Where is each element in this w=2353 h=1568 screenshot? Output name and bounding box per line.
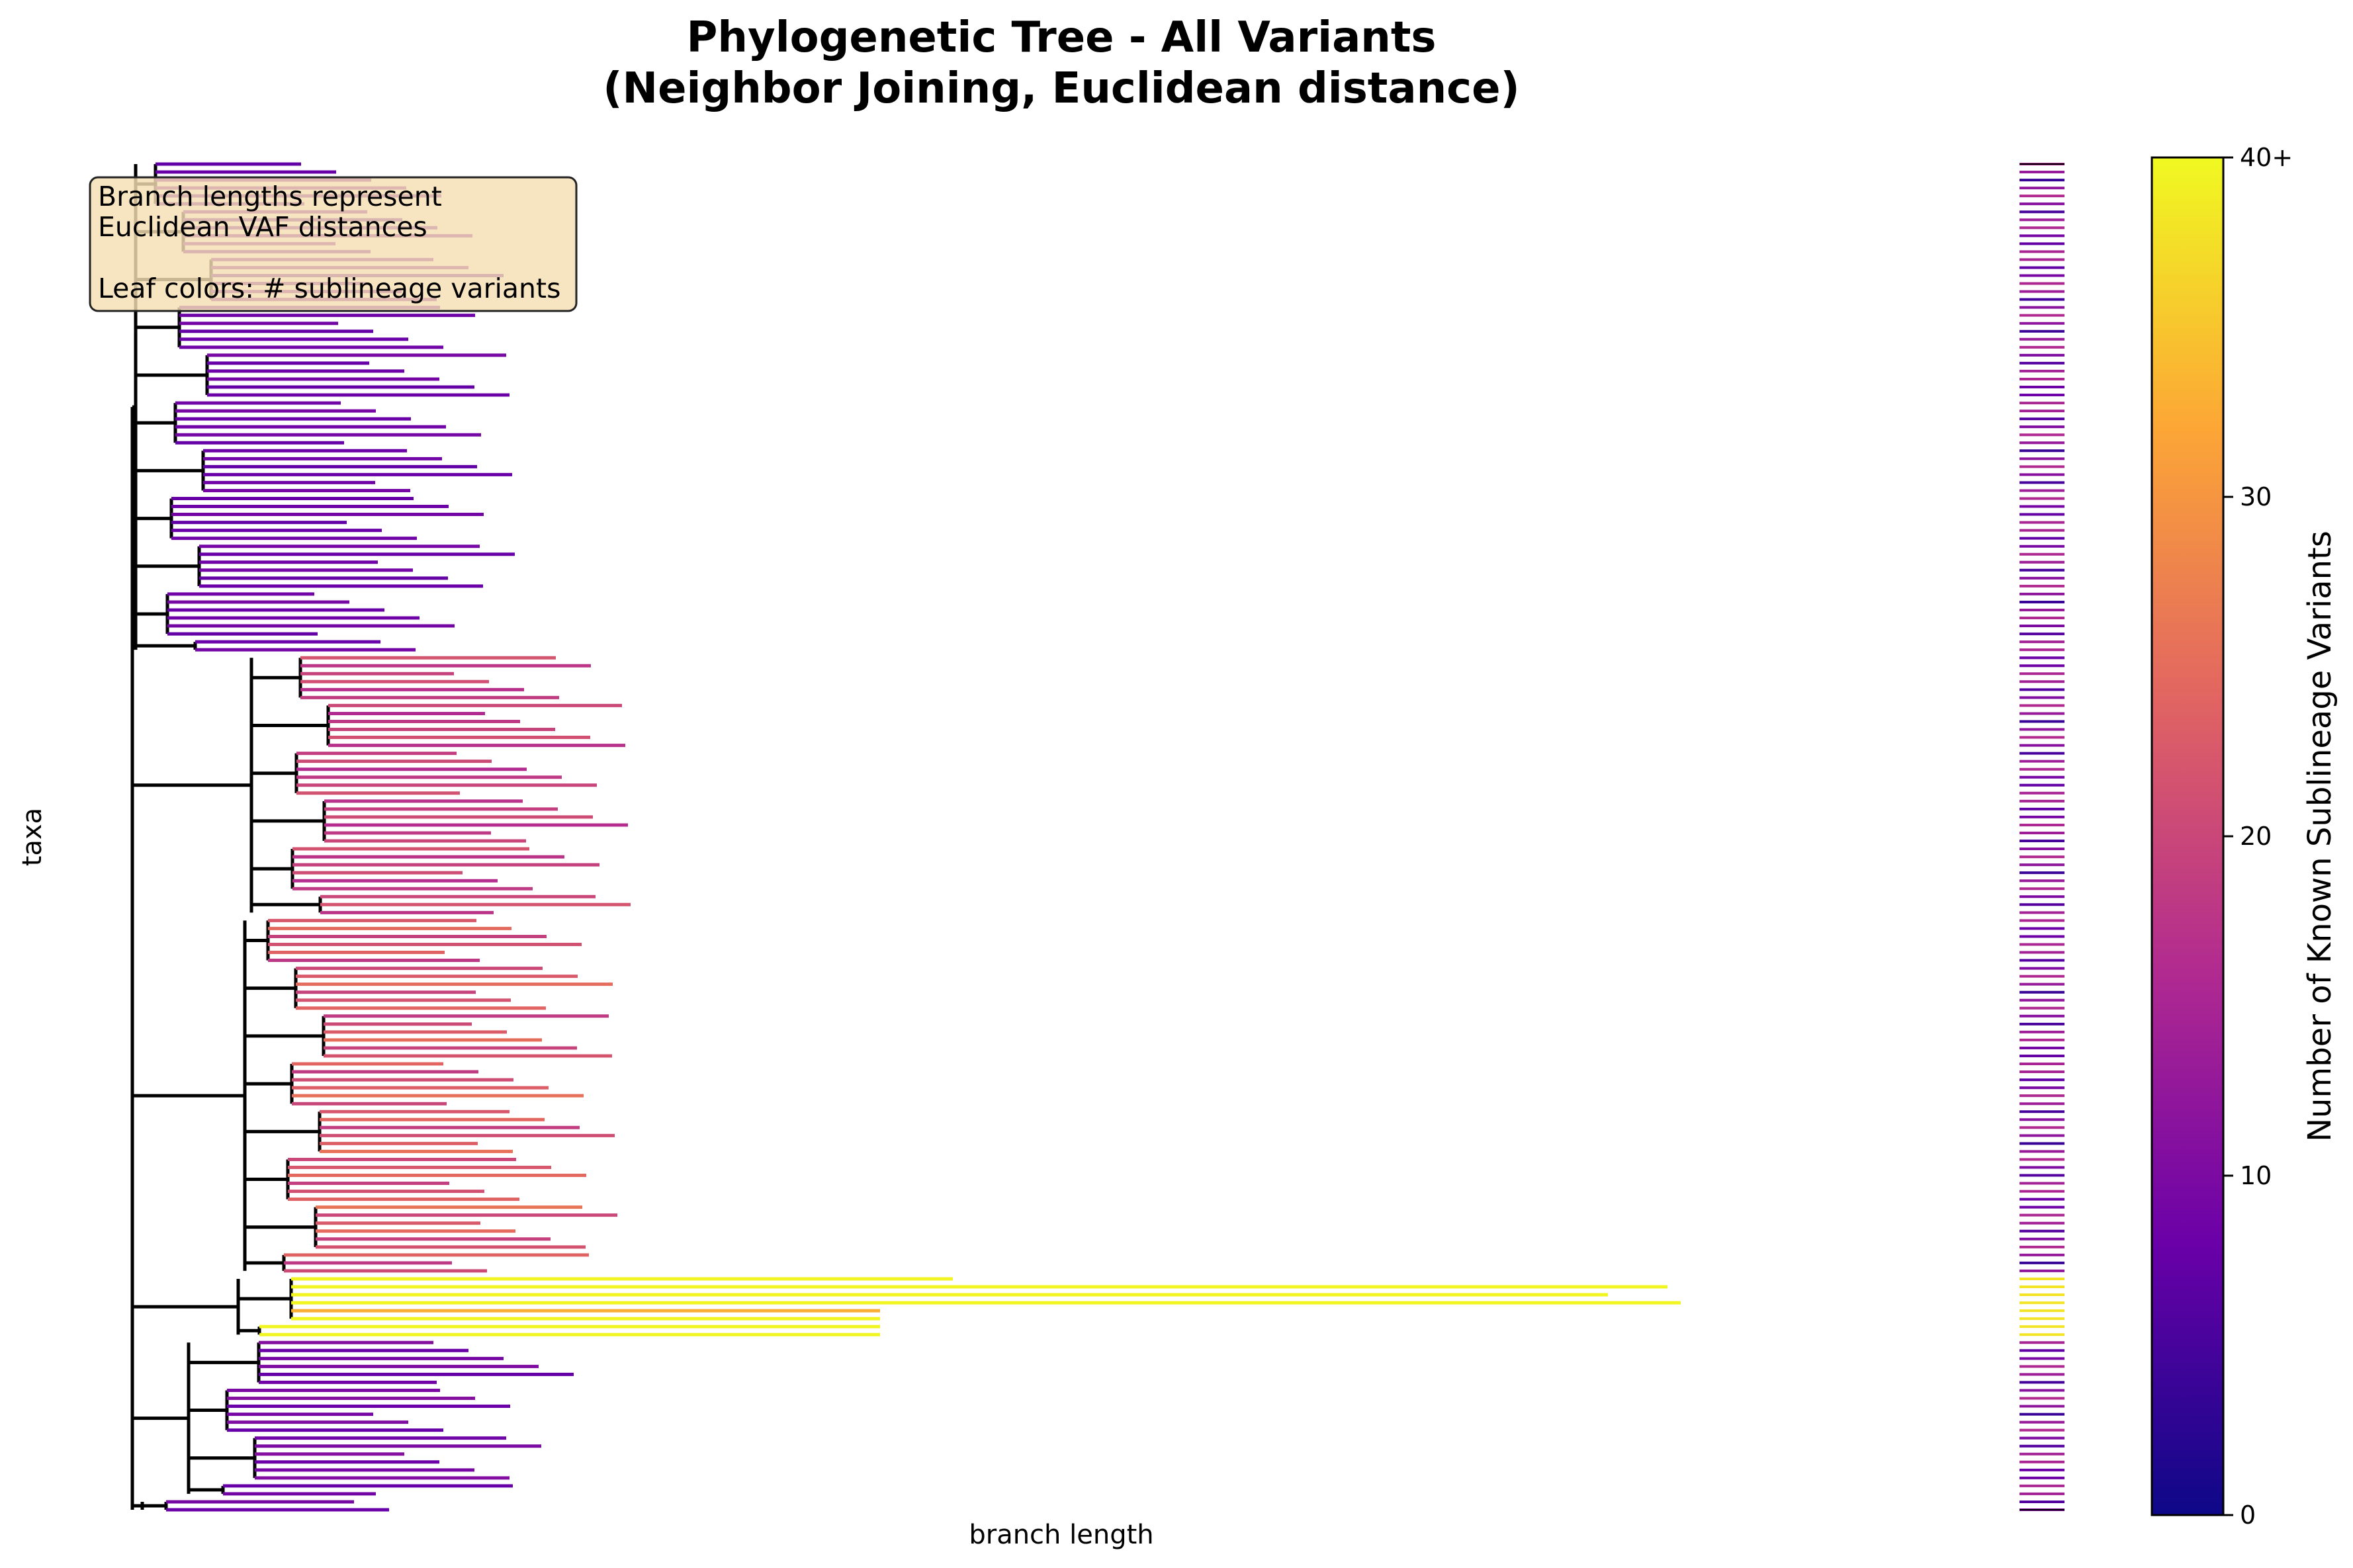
colorbar-label: Number of Known Sublineage Variants	[2301, 531, 2338, 1142]
chart-title-line-2: (Neighbor Joining, Euclidean distance)	[603, 64, 1519, 113]
annotation-line-2: Euclidean VAF distances	[98, 211, 427, 243]
x-axis-label: branch length	[969, 1520, 1153, 1550]
colorbar-tick-label: 30	[2240, 482, 2272, 511]
annotation-box: Branch lengths represent Euclidean VAF d…	[89, 176, 578, 312]
leaf-color-strip	[2020, 163, 2064, 1511]
chart-title-line-1: Phylogenetic Tree - All Variants	[687, 13, 1437, 62]
annotation-line-4: Leaf colors: # sublineage variants	[98, 273, 560, 304]
annotation-line-1: Branch lengths represent	[98, 181, 442, 212]
colorbar-ticks: 0 10 20 30 40+	[2223, 143, 2293, 1530]
y-axis-label: taxa	[17, 808, 48, 866]
colorbar-tick-label: 20	[2240, 822, 2272, 851]
colorbar-tick-label: 40+	[2240, 143, 2293, 172]
tree-branches	[130, 162, 1681, 1512]
colorbar	[2151, 156, 2225, 1516]
colorbar-tick-label: 0	[2240, 1501, 2256, 1530]
colorbar-tick-label: 10	[2240, 1161, 2272, 1190]
